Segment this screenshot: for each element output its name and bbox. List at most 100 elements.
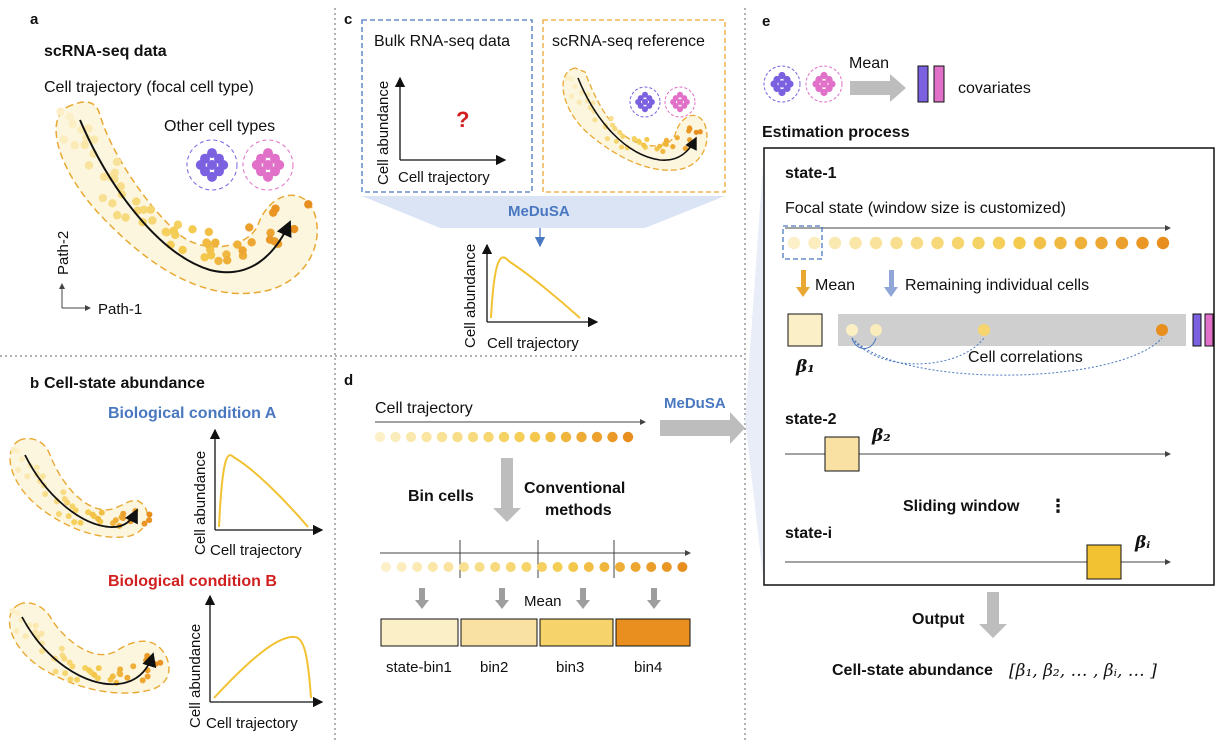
panel-a-letter: a [30,11,39,28]
beta2-box [824,436,860,472]
cluster-cell [778,88,786,97]
trajectory-cells [56,107,313,266]
path1-label: Path-1 [98,301,142,318]
binned-cell [381,562,391,572]
bin-box-3 [539,618,614,647]
condition-b-ylabel: Cell abundance [187,624,204,728]
trajectory-cell [266,228,275,238]
trajectory-cell [71,519,78,526]
trajectory-cell [529,431,541,443]
remaining-cells-bar [838,314,1186,346]
trajectory-cell [39,648,46,655]
trajectory-cell [576,99,582,105]
bin-label-1: state-bin1 [386,659,452,676]
binned-cell [521,562,532,572]
state-cell [951,236,965,250]
trajectory-cell [162,228,171,237]
trajectory-cell [545,431,556,443]
trajectory-cell [148,216,157,225]
trajectory-cell [124,674,131,681]
trajectory-cell [617,129,623,135]
covariates-label: covariates [958,80,1031,97]
trajectory-cell [10,446,17,453]
remaining-cell [846,324,858,336]
pink-cell-cluster [242,139,294,191]
trajectory-cell [612,126,618,132]
result-label: Cell-state abundance [832,662,993,679]
trajectory-cell [657,143,663,149]
cluster-cell [815,84,823,93]
binned-cell [412,562,423,572]
correlations-label: Cell correlations [968,349,1083,366]
trajectory-cell [204,227,214,237]
trajectory-cell [405,431,417,443]
trajectory-cell [211,238,220,247]
state-cell [910,236,924,250]
trajectory-cell [663,141,669,147]
cluster-cell [256,166,266,177]
focal-mean-arrow [796,270,810,297]
focal-window [782,225,823,260]
cluster-cell [677,91,683,98]
estimation-box [763,147,1215,586]
cluster-cell [642,91,648,98]
panel-d-method: MeDuSA [664,395,726,412]
trajectory-cell [98,509,105,516]
trajectory-cell [576,431,587,443]
cluster-cell [207,148,217,159]
betai-box [1086,544,1122,580]
bin-label-4: bin4 [634,659,662,676]
trajectory-cell [233,240,242,249]
medusa-big-arrow [660,412,745,444]
state-cell [1074,236,1088,250]
trajectory-cell [91,671,98,678]
binned-cell [537,562,547,572]
state-cell [972,236,985,250]
panel-d-trajectory-label: Cell trajectory [375,400,473,417]
state-cell [869,236,883,250]
trajectory-cell [98,193,108,203]
trajectory-cell [289,224,299,234]
trajectory-cell [32,629,39,636]
binned-cell [505,562,516,572]
bin-cells-label: Bin cells [408,488,474,505]
panel-c-letter: c [344,11,352,28]
state-cell [849,236,862,250]
bulk-title: Bulk RNA-seq data [374,33,510,50]
statei-label: state-i [785,525,832,542]
trajectory-cell [14,610,21,617]
trajectory-cell [572,83,578,89]
covariate-pink-bar [933,65,945,103]
bin-box-4 [615,618,691,647]
trajectory-cell [70,141,79,150]
trajectory-cell [188,225,197,234]
trajectory-cell [74,676,81,683]
panel-b-letter: b [30,375,39,392]
conventional-label-2: methods [545,502,612,519]
conventional-label-1: Conventional [524,480,625,497]
cluster-cell [820,71,828,80]
reference-box [542,19,726,193]
bin-mean-label: Mean [524,593,562,610]
reference-trajectory-outline [562,67,708,171]
cluster-cell [263,160,273,170]
remaining-cells [846,324,1168,336]
bulk-xlabel: Cell trajectory [398,169,490,186]
cluster-cell [642,106,648,113]
trajectory-cell [569,76,575,82]
trajectory-cell [591,431,603,443]
trajectory-cell [84,124,93,133]
trajectory-cell [19,456,26,463]
binned-cell [490,562,501,572]
trajectory-cell [85,509,92,516]
cluster-cell [200,166,210,177]
trajectory-cell [116,182,125,191]
cluster-cell [778,71,786,80]
trajectory-cell [109,673,116,680]
trajectory-cell [483,431,494,443]
cluster-cell [642,99,648,105]
trajectory-cell [15,467,22,474]
trajectory-cell [99,172,109,182]
trajectory-cell [157,659,164,666]
condition-a-cells [10,446,153,529]
